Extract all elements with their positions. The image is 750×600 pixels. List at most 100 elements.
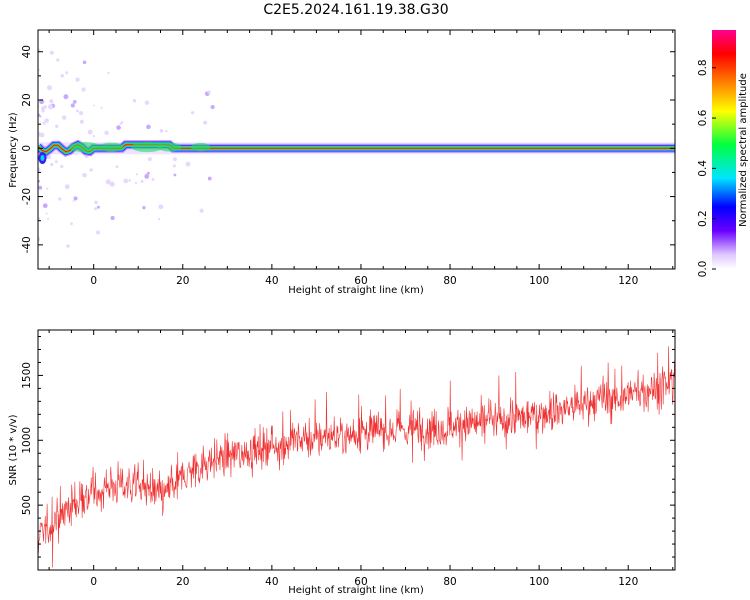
chart-title: C2E5.2024.161.19.38.G30: [263, 2, 448, 18]
spectrogram-noise-blob: [56, 58, 60, 62]
spectrogram-noise-blob: [58, 197, 62, 201]
spectrogram-noise-blob: [135, 173, 138, 176]
colorbar-label: Normalized spectral amplitude: [738, 73, 749, 227]
y-tick-label: -20: [21, 188, 33, 205]
x-tick-label: 60: [354, 576, 367, 588]
y-tick-label: 40: [21, 45, 33, 58]
spectrogram-noise-blob: [210, 104, 215, 110]
spectrogram-noise-blob: [63, 94, 69, 100]
spectrogram-noise-blob: [46, 187, 49, 190]
spectrogram-noise-blob: [44, 118, 50, 123]
spectrogram-x-label: Height of straight line (km): [288, 285, 424, 296]
colorbar-tick-label: 0.0: [697, 261, 709, 278]
y-tick-label: 0: [21, 145, 33, 152]
spectrogram-noise-blob: [104, 130, 109, 136]
spectrogram-noise-blob: [39, 132, 45, 138]
spectrogram-noise-blob: [75, 109, 79, 113]
snr-panel: 0 20 40 60 80 100 120 500 1000 1500 Height of st…: [8, 329, 676, 596]
x-tick-label: 0: [90, 576, 97, 588]
spectrogram-noise-blob: [49, 99, 54, 104]
colorbar-gradient: [712, 30, 736, 269]
spectrogram-noise-blob: [38, 236, 41, 242]
snr-x-label: Height of straight line (km): [288, 585, 424, 596]
spectrogram-noise-blob: [81, 87, 86, 92]
spectrogram-noise-blob: [70, 103, 75, 108]
snr-y-label: SNR (10 * v/v): [8, 414, 19, 485]
spectrogram-noise-blob: [123, 178, 129, 184]
spectrogram-noise-blob: [75, 77, 80, 82]
spectrogram-marks: [38, 48, 675, 248]
spectrogram-noise-blob: [107, 71, 110, 75]
spectrogram-x-ticks: 0 20 40 60 80 100 120: [48, 30, 674, 287]
snr-frame: [37, 329, 676, 571]
spectrogram-noise-blob: [95, 230, 101, 235]
spectrogram-noise-blob: [38, 180, 41, 183]
spectrogram-noise-blob: [79, 119, 84, 124]
x-tick-label: 120: [618, 576, 638, 588]
colorbar-ticks: 0.0 0.2 0.4 0.6 0.8: [697, 59, 716, 277]
spectrogram-noise-blob: [47, 104, 54, 110]
spectrogram-noise-blob: [93, 104, 96, 107]
spectrogram-noise-blob: [89, 168, 93, 172]
colorbar: 0.0 0.2 0.4 0.6 0.8 Normalized spectral ampl…: [697, 30, 749, 277]
spectrogram-noise-blob: [73, 196, 78, 201]
spectrogram-noise-blob: [42, 203, 48, 209]
spectrogram-y-ticks: -40 -20 0 20 40: [21, 45, 675, 270]
spectrogram-noise-blob: [207, 176, 212, 181]
x-tick-label: 0: [90, 275, 97, 287]
spectrogram-noise-blob: [65, 71, 69, 75]
y-tick-label: 20: [21, 93, 33, 106]
x-tick-label: 100: [529, 275, 549, 287]
spectrogram-noise-blob: [66, 244, 70, 248]
spectrogram-noise-blob: [110, 215, 115, 221]
spectrogram-noise-blob: [61, 115, 67, 120]
spectrogram-noise-blob: [38, 216, 41, 221]
ridge-patch: [68, 142, 101, 153]
spectrogram-noise-blob: [38, 167, 41, 173]
y-tick-label: 500: [21, 495, 33, 515]
spectrogram-noise-blob: [60, 164, 64, 169]
spectrogram-noise-blob: [172, 157, 177, 162]
spectrogram-noise-blob: [70, 222, 73, 226]
spectrogram-noise-blob: [47, 85, 53, 91]
spectrogram-noise-blob: [199, 208, 204, 213]
spectrogram-noise-blob: [165, 130, 168, 133]
spectrogram-noise-blob: [94, 200, 98, 205]
spectrogram-noise-blob: [64, 184, 70, 190]
spectrogram-noise-blob: [144, 174, 150, 179]
x-tick-label: 100: [529, 576, 549, 588]
y-tick-label: -40: [21, 236, 33, 253]
spectrogram-noise-blob: [172, 164, 176, 168]
spectrogram-noise-blob: [140, 179, 144, 183]
x-tick-label: 20: [176, 576, 189, 588]
ridge-patch: [157, 142, 182, 152]
spectrogram-noise-blob: [72, 199, 75, 202]
spectrogram-noise-blob: [54, 124, 59, 128]
spectrogram-noise-blob: [78, 110, 84, 116]
colorbar-tick-label: 0.8: [697, 59, 709, 76]
spectrogram-noise-blob: [119, 122, 122, 125]
x-tick-label: 80: [443, 576, 456, 588]
spectrogram-frame: [37, 29, 676, 270]
ridge-patch: [99, 142, 124, 152]
y-tick-label: 1500: [21, 362, 33, 389]
spectrogram-noise-blob: [87, 129, 93, 135]
spectrogram-noise-blob: [158, 204, 164, 210]
x-tick-label: 20: [176, 275, 189, 287]
colorbar-tick-label: 0.2: [697, 210, 709, 227]
spectrogram-noise-blob: [142, 206, 146, 210]
spectrogram-noise-blob: [39, 115, 42, 118]
spectrogram-noise-blob: [144, 100, 150, 105]
spectrogram-noise-blob: [82, 172, 87, 178]
spectrogram-noise-blob: [92, 135, 96, 138]
spectrogram-noise-blob: [42, 121, 46, 125]
spectrogram-noise-blob: [47, 217, 50, 221]
spectrogram-noise-blob: [190, 111, 195, 115]
spectrogram-noise-blob: [128, 179, 132, 182]
spectrogram-noise-blob: [105, 179, 111, 185]
x-tick-label: 40: [265, 576, 278, 588]
spectrogram-noise-blob: [132, 99, 137, 103]
spectrogram-noise-blob: [38, 185, 43, 190]
spectrogram-noise-blob: [50, 162, 54, 167]
